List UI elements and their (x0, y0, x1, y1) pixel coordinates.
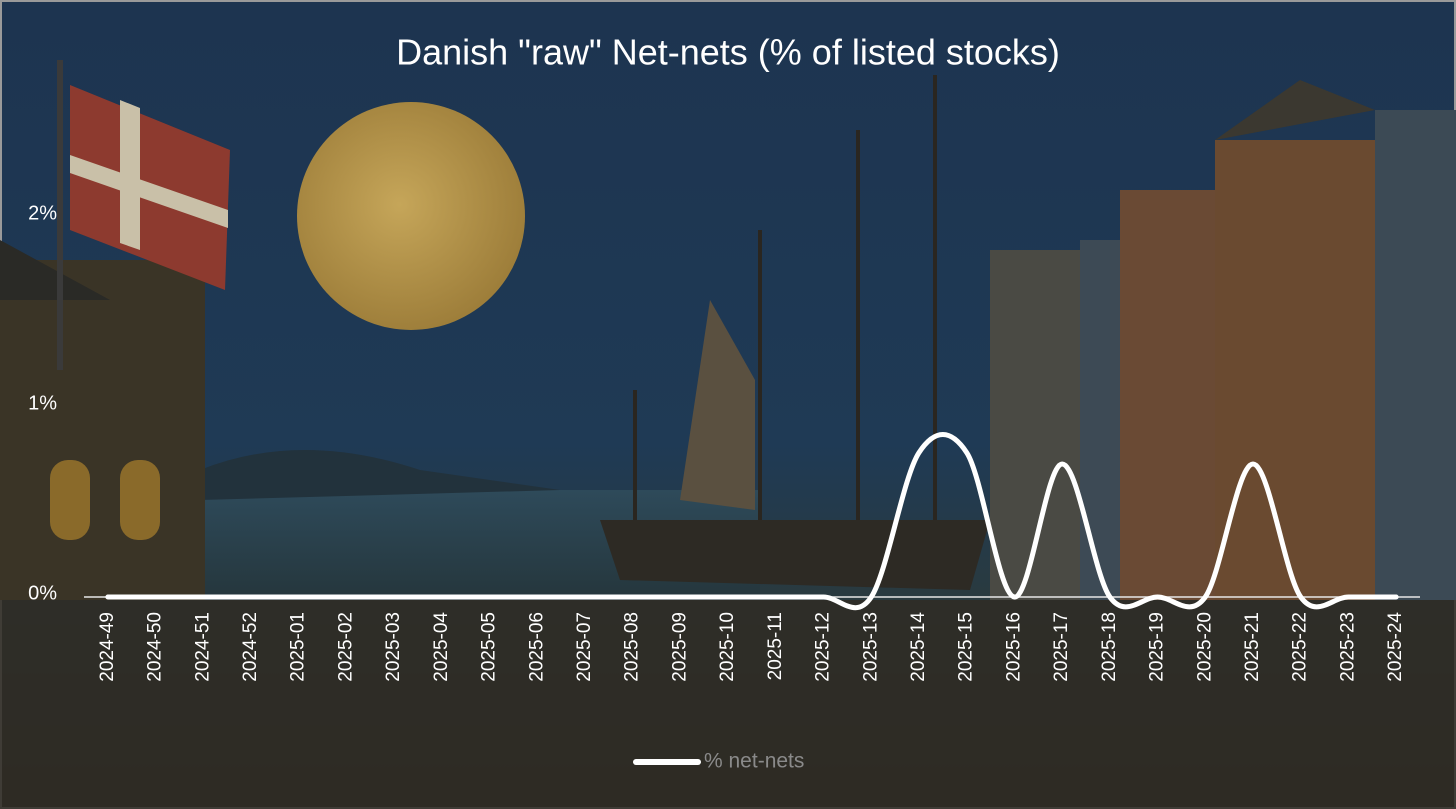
x-tick-label: 2025-13 (860, 612, 881, 682)
data-line (105, 432, 1399, 611)
x-tick-label: 2025-02 (335, 612, 356, 682)
x-tick-label: 2025-04 (431, 612, 452, 682)
chart-title: Danish "raw" Net-nets (% of listed stock… (396, 32, 1060, 73)
x-tick-label: 2025-17 (1051, 612, 1072, 682)
x-tick-label: 2025-12 (813, 612, 834, 682)
y-tick-label: 1% (28, 392, 57, 414)
x-tick-label: 2025-06 (526, 612, 547, 682)
x-tick-label: 2025-16 (1003, 612, 1024, 682)
x-tick-label: 2025-20 (1194, 612, 1215, 682)
x-tick-label: 2024-51 (192, 612, 213, 682)
hills (200, 450, 560, 500)
x-tick-label: 2025-23 (1337, 612, 1358, 682)
x-tick-label: 2025-24 (1385, 612, 1406, 682)
x-tick-label: 2025-19 (1147, 612, 1168, 682)
x-tick-label: 2025-22 (1290, 612, 1311, 682)
x-tick-label: 2025-05 (479, 612, 500, 682)
x-tick-label: 2025-21 (1242, 612, 1263, 682)
x-tick-label: 2025-09 (669, 612, 690, 682)
x-tick-label: 2025-18 (1099, 612, 1120, 682)
x-tick-label: 2025-01 (288, 612, 309, 682)
y-tick-label: 2% (28, 202, 57, 224)
buildings-left (0, 240, 205, 600)
y-tick-label: 0% (28, 582, 57, 604)
x-tick-label: 2025-03 (383, 612, 404, 682)
x-tick-label: 2025-14 (908, 612, 929, 682)
x-tick-label: 2025-11 (765, 612, 786, 680)
buildings-right (990, 80, 1456, 600)
x-tick-label: 2024-52 (240, 612, 261, 682)
x-tick-label: 2025-15 (956, 612, 977, 682)
moon (297, 102, 525, 330)
quay (0, 600, 1456, 809)
x-tick-label: 2025-08 (622, 612, 643, 682)
x-tick-label: 2025-07 (574, 612, 595, 682)
x-tick-label: 2024-49 (97, 612, 118, 682)
flag (57, 60, 230, 370)
x-tick-label: 2025-10 (717, 612, 738, 682)
legend-label: % net-nets (704, 750, 804, 773)
x-tick-label: 2024-50 (145, 612, 166, 682)
